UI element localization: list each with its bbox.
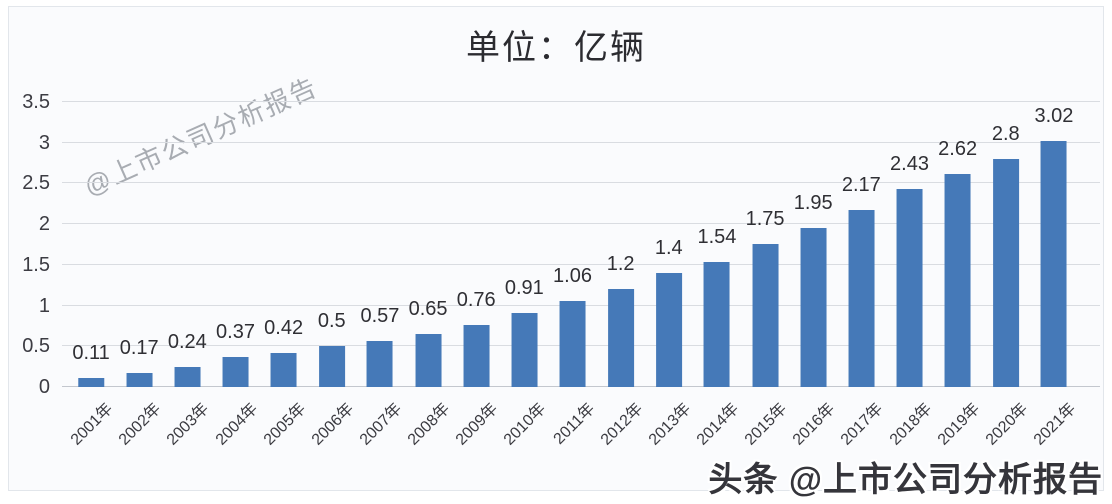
bar-value-label: 0.37 [216,321,255,343]
watermark-bottom: 头条 @上市公司分析报告 [708,461,1103,499]
y-tick-label: 0 [38,376,50,398]
bar-value-label: 0.57 [360,305,400,327]
gridline [62,101,1100,102]
bar-value-label: 2.17 [841,174,881,196]
gridline [62,182,1100,184]
bar-value-label: 2.62 [938,138,978,160]
bar [752,244,779,387]
bar [463,325,490,387]
bar-value-label: 0.76 [456,289,496,311]
bar [366,341,393,387]
bar-group: 1.75 [746,209,785,387]
bar-group: 1.2 [607,254,635,387]
y-tick-label: 1.5 [22,253,50,276]
bar-value-label: 0.42 [264,317,304,339]
bar-value-label: 0.65 [408,298,448,320]
bar-group: 0.91 [505,278,544,387]
bar-group: 2.8 [992,124,1020,387]
bar [992,159,1019,387]
y-tick-label: 2.5 [22,172,50,195]
bar [607,289,634,387]
bar [270,353,297,387]
bar-group: 0.11 [72,342,110,387]
bar [318,346,345,387]
plot-area: 0.11 0.17 0.24 0.37 0.42 0.5 0.57 0.65 0.76 0.91 1… [62,101,1100,387]
gridline [62,263,1100,265]
bar [703,262,730,387]
bar [78,378,105,387]
bar [1040,141,1067,387]
y-tick-label: 0.5 [22,335,50,358]
bar [222,357,249,387]
bar [511,313,538,387]
bar-value-label: 0.5 [317,310,346,332]
y-tick-label: 2 [38,213,50,236]
bar-value-label: 1.06 [553,265,592,287]
bar-group: 1.95 [794,193,833,387]
bar-group: 3.02 [1034,106,1073,387]
bar-group: 0.5 [318,311,346,387]
bar-group: 1.54 [697,227,736,387]
bar [800,228,827,387]
gridline [62,223,1100,225]
bar-group: 0.76 [457,290,496,387]
bar-value-label: 0.91 [504,277,544,299]
y-tick-label: 1 [38,294,50,317]
bar-value-label: 0.17 [119,337,159,359]
bar-value-label: 2.43 [890,153,929,175]
bar-group: 1.4 [655,238,683,387]
bar-value-label: 1.95 [793,192,833,214]
bar [126,373,153,387]
bar-group: 0.57 [360,306,399,387]
y-tick-label: 3.5 [22,91,50,113]
bar-group: 2.62 [938,139,977,387]
bar-value-label: 0.24 [167,331,207,353]
bar [944,174,971,387]
bar [655,273,682,387]
bar-group: 0.65 [409,299,448,387]
bar-group: 0.17 [120,338,159,387]
bar [848,210,875,387]
bar-group: 2.17 [842,175,881,387]
y-tick-label: 3 [38,131,50,154]
bar-value-label: 1.75 [745,208,785,230]
bars-layer: 0.11 0.17 0.24 0.37 0.42 0.5 0.57 0.65 0.76 0.91 1… [67,102,1078,387]
chart-title: 单位：亿辆 [466,29,646,67]
bar-value-label: 2.8 [991,123,1020,145]
bar-value-label: 3.02 [1034,105,1074,127]
bar-group: 1.06 [553,266,592,387]
bar [559,301,586,387]
bar-group: 0.37 [216,322,255,387]
bar-group: 2.43 [890,154,929,387]
bar [896,189,923,387]
bar-group: 0.24 [168,332,207,387]
gridline [62,141,1100,143]
bar [415,334,442,387]
bar-value-label: 0.11 [72,342,110,364]
bar-group: 0.42 [264,318,303,387]
bar [174,367,201,387]
bar-value-label: 1.4 [654,237,683,259]
bar-value-label: 1.2 [606,253,635,275]
bar-value-label: 1.54 [697,226,737,248]
